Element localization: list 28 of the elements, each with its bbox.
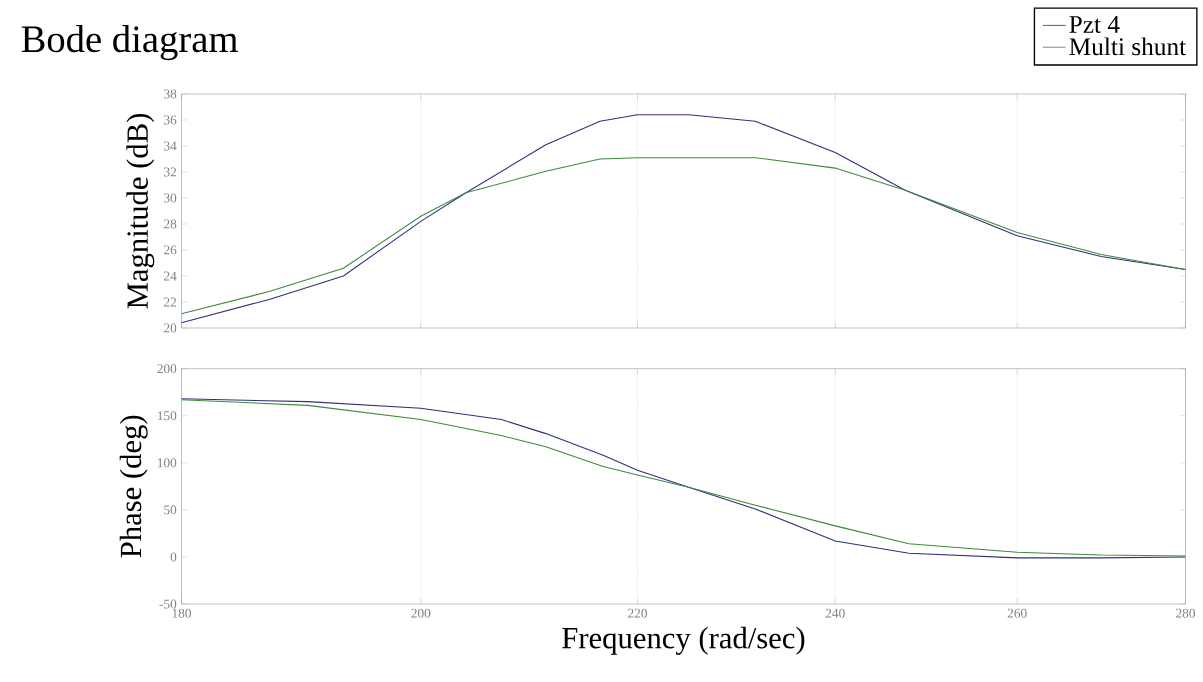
y-tick-label: 200 [157, 364, 177, 374]
y-tick-label: 22 [164, 297, 177, 307]
y-tick-label: 32 [164, 167, 177, 177]
y-tick-label: 150 [157, 411, 177, 421]
y-tick-label: 36 [164, 115, 177, 125]
x-axis-title: Frequency (rad/sec) [562, 626, 805, 655]
x-tick-label: 280 [1176, 608, 1195, 618]
x-tick-label: 260 [1007, 608, 1027, 618]
y-tick-label: 100 [157, 458, 177, 468]
x-tick-label: 180 [172, 608, 191, 618]
y-tick-label: 26 [164, 245, 177, 255]
y-tick-label: 0 [170, 552, 177, 562]
chart-title: Bode diagram [21, 25, 238, 61]
y-tick-label: 20 [164, 323, 177, 333]
y-axis-title: Phase (deg) [119, 415, 148, 558]
x-tick-label: 200 [411, 608, 431, 618]
y-tick-label: 38 [164, 89, 177, 99]
legend-label: Pzt 4 [1069, 16, 1120, 34]
y-tick-label: 50 [164, 505, 177, 515]
y-axis-title: Magnitude (dB) [126, 113, 155, 309]
x-tick-label: 240 [825, 608, 845, 618]
y-tick-label: 28 [164, 219, 177, 229]
y-tick-label: -50 [159, 599, 177, 609]
y-tick-label: 24 [164, 271, 177, 281]
y-tick-label: 34 [164, 141, 177, 151]
x-tick-label: 220 [628, 608, 647, 618]
legend-label: Multi shunt [1069, 37, 1187, 56]
y-tick-label: 30 [164, 193, 177, 203]
